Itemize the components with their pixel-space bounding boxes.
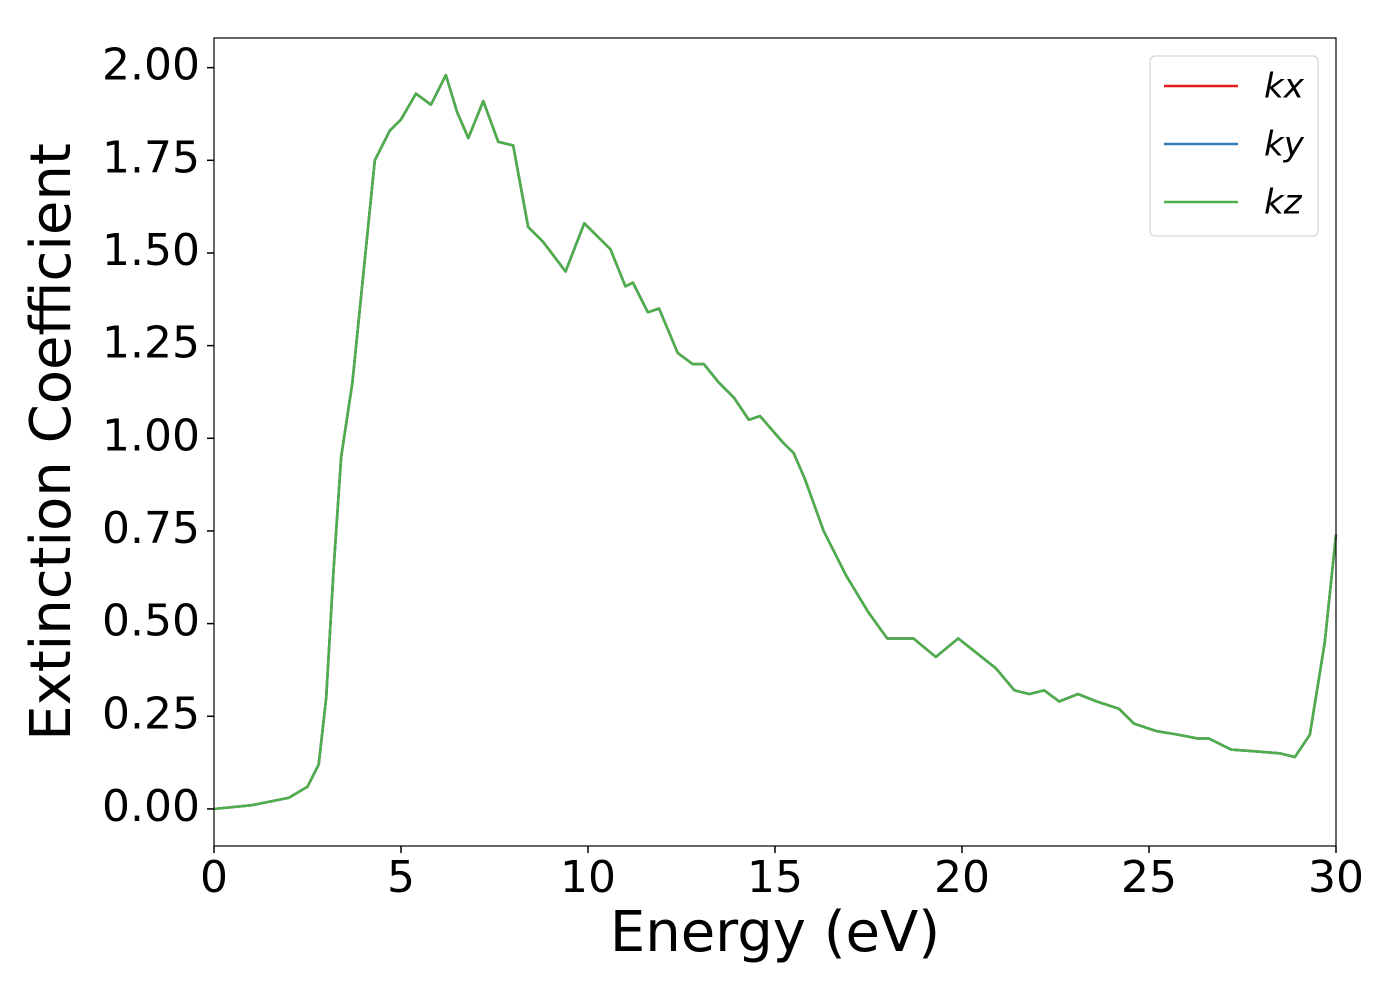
x-tick-label: 20 — [934, 852, 990, 903]
y-tick-label: 1.25 — [102, 318, 200, 369]
y-axis-label: Extinction Coefficient — [19, 143, 84, 741]
y-tick-label: 0.50 — [102, 596, 200, 647]
x-axis-label: Energy (eV) — [610, 900, 940, 965]
x-tick-label: 0 — [200, 852, 228, 903]
legend-label: ky — [1264, 125, 1305, 165]
x-tick-label: 5 — [387, 852, 415, 903]
x-tick-label: 15 — [747, 852, 803, 903]
x-tick-label: 25 — [1121, 852, 1177, 903]
y-tick-label: 1.50 — [102, 225, 200, 276]
x-tick-label: 10 — [560, 852, 616, 903]
y-tick-label: 0.25 — [102, 688, 200, 739]
y-tick-label: 2.00 — [102, 40, 200, 91]
legend-box — [1149, 55, 1319, 237]
y-tick-label: 0.00 — [102, 781, 200, 832]
line-series — [213, 73, 1338, 811]
legend-label: kz — [1264, 183, 1303, 223]
y-tick-label: 1.00 — [102, 410, 200, 461]
y-tick-label: 0.75 — [102, 503, 200, 554]
plot-frame — [213, 37, 1337, 847]
x-tick-label: 30 — [1308, 852, 1364, 903]
legend-label: kx — [1264, 67, 1305, 107]
y-tick-label: 1.75 — [102, 132, 200, 183]
